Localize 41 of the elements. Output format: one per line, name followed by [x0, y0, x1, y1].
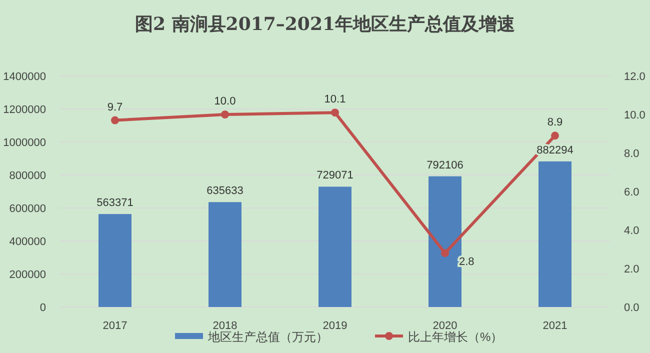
data-label: 792106: [426, 159, 464, 172]
bar: [98, 214, 132, 307]
data-label: 10.0: [214, 96, 236, 108]
data-label: 729071: [316, 170, 354, 182]
bar: [538, 161, 572, 307]
y-tick-label: 600000: [9, 203, 46, 215]
x-tick-label: 2021: [542, 320, 568, 332]
x-tick-label: 2017: [102, 320, 128, 332]
y2-tick-label: 10.0: [624, 110, 646, 122]
data-label: 635633: [206, 185, 244, 198]
data-label: 563371: [96, 197, 134, 210]
y2-tick-label: 0.0: [624, 302, 640, 314]
data-label: 9.7: [107, 101, 123, 114]
y2-tick-label: 12.0: [624, 71, 646, 83]
bar: [318, 186, 352, 307]
point: [331, 108, 339, 117]
y-tick-label: 400000: [9, 236, 46, 248]
y2-tick-label: 4.0: [624, 225, 640, 237]
y-tick-label: 800000: [9, 170, 46, 182]
x-tick-label: 2019: [322, 320, 348, 332]
bar: [428, 176, 462, 307]
legend-label: 比上年增长（%）: [408, 330, 503, 344]
y2-tick-label: 8.0: [624, 148, 640, 160]
point: [221, 110, 229, 118]
point: [551, 132, 559, 140]
y-tick-label: 1200000: [3, 104, 46, 116]
y-tick-label: 1400000: [3, 71, 46, 83]
y-tick-label: 200000: [9, 269, 46, 281]
bar: [208, 202, 242, 307]
x-tick-label: 2020: [432, 320, 458, 332]
y2-tick-label: 6.0: [624, 186, 640, 198]
x-tick-label: 2018: [212, 320, 238, 332]
y-tick-label: 0: [40, 302, 46, 314]
data-label: 8.9: [547, 116, 563, 129]
chart-title: 图2 南涧县2017–2021年地区生产总值及增速: [135, 14, 515, 35]
data-label: 10.1: [324, 94, 346, 106]
point: [441, 249, 449, 258]
point: [111, 116, 119, 124]
legend-label: 地区生产总值（万元）: [207, 330, 328, 344]
y-tick-label: 1000000: [3, 137, 46, 149]
y2-tick-label: 2.0: [624, 264, 640, 276]
